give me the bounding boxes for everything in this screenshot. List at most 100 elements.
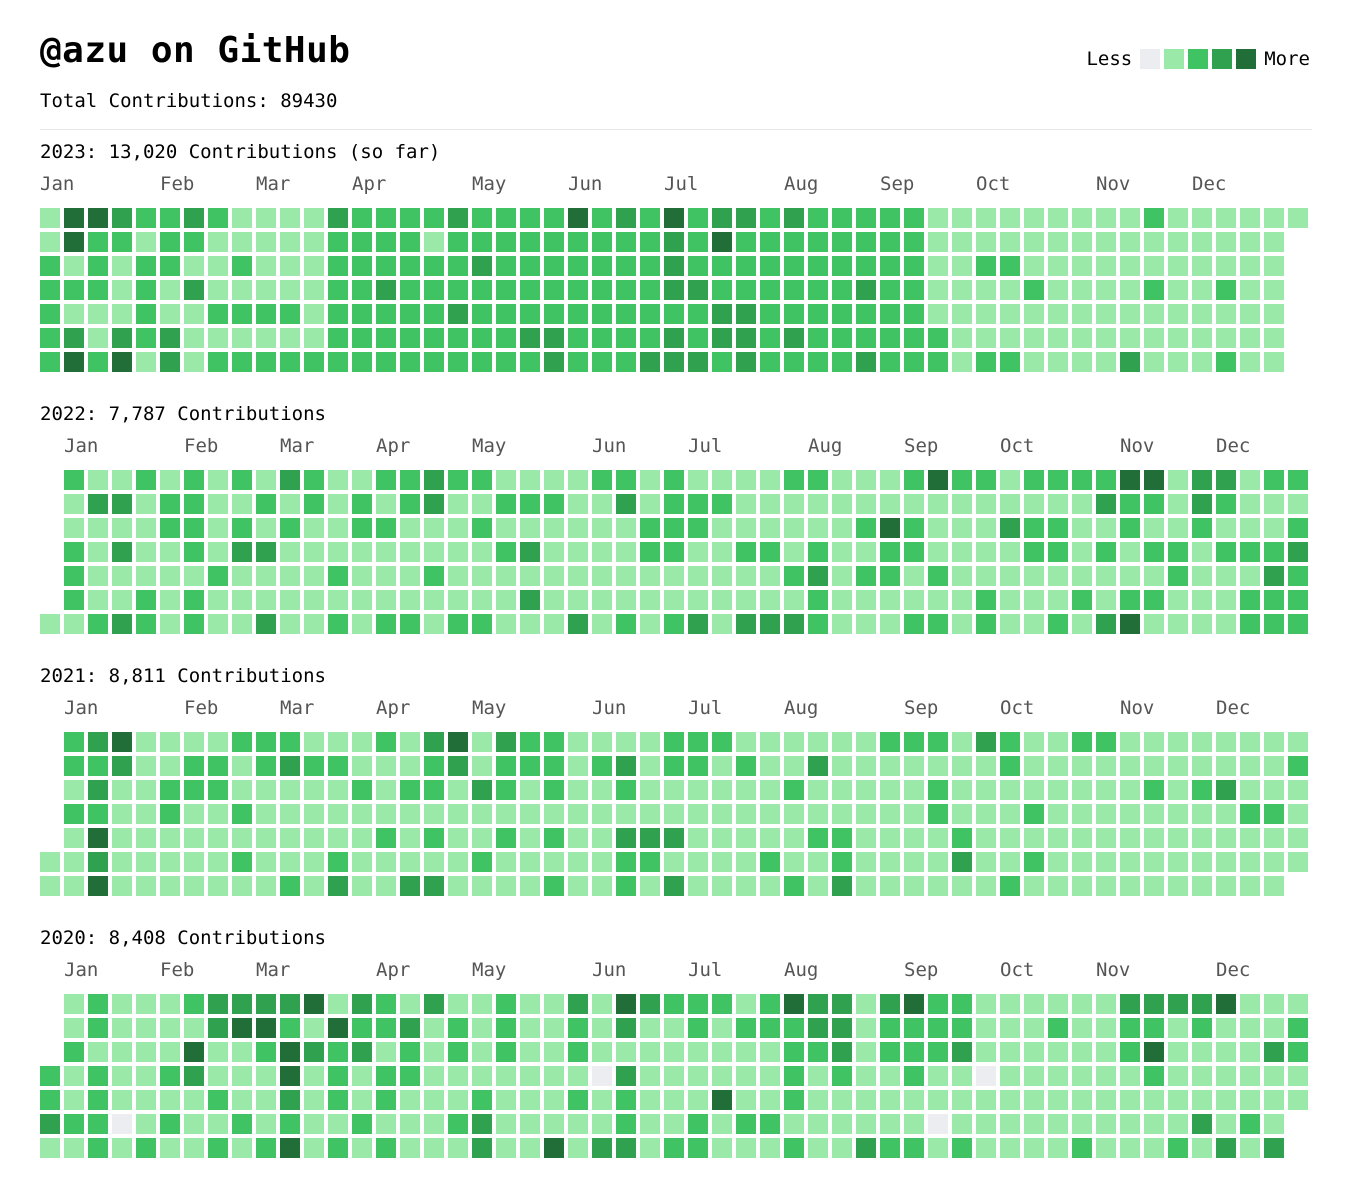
contribution-day[interactable] (712, 1090, 732, 1110)
contribution-day[interactable] (760, 804, 780, 824)
contribution-day[interactable] (400, 352, 420, 372)
contribution-day[interactable] (1024, 256, 1044, 276)
contribution-day[interactable] (808, 756, 828, 776)
contribution-day[interactable] (160, 352, 180, 372)
contribution-day[interactable] (712, 470, 732, 490)
contribution-day[interactable] (1072, 256, 1092, 276)
contribution-day[interactable] (328, 352, 348, 372)
contribution-day[interactable] (928, 780, 948, 800)
contribution-day[interactable] (616, 1042, 636, 1062)
contribution-day[interactable] (832, 852, 852, 872)
contribution-day[interactable] (1048, 280, 1068, 300)
contribution-day[interactable] (712, 614, 732, 634)
contribution-day[interactable] (1000, 470, 1020, 490)
contribution-day[interactable] (760, 232, 780, 252)
contribution-day[interactable] (112, 804, 132, 824)
contribution-day[interactable] (784, 352, 804, 372)
contribution-day[interactable] (1000, 590, 1020, 610)
contribution-day[interactable] (784, 994, 804, 1014)
contribution-day[interactable] (88, 518, 108, 538)
contribution-day[interactable] (712, 232, 732, 252)
contribution-day[interactable] (544, 280, 564, 300)
contribution-day[interactable] (1264, 590, 1284, 610)
contribution-day[interactable] (1168, 232, 1188, 252)
contribution-day[interactable] (232, 328, 252, 348)
contribution-day[interactable] (1288, 756, 1308, 776)
contribution-day[interactable] (1264, 1018, 1284, 1038)
contribution-day[interactable] (1144, 304, 1164, 324)
contribution-day[interactable] (184, 828, 204, 848)
contribution-day[interactable] (1168, 1138, 1188, 1158)
contribution-day[interactable] (400, 328, 420, 348)
contribution-day[interactable] (40, 876, 60, 896)
contribution-day[interactable] (952, 1018, 972, 1038)
contribution-day[interactable] (88, 494, 108, 514)
contribution-day[interactable] (640, 590, 660, 610)
contribution-day[interactable] (760, 876, 780, 896)
contribution-day[interactable] (520, 828, 540, 848)
contribution-day[interactable] (448, 1114, 468, 1134)
contribution-day[interactable] (784, 804, 804, 824)
contribution-day[interactable] (1144, 732, 1164, 752)
contribution-day[interactable] (328, 1114, 348, 1134)
contribution-day[interactable] (232, 1042, 252, 1062)
contribution-day[interactable] (424, 1066, 444, 1086)
contribution-day[interactable] (1120, 470, 1140, 490)
contribution-day[interactable] (1048, 566, 1068, 586)
contribution-day[interactable] (712, 518, 732, 538)
contribution-day[interactable] (352, 208, 372, 228)
contribution-day[interactable] (520, 1138, 540, 1158)
contribution-day[interactable] (208, 328, 228, 348)
contribution-day[interactable] (208, 494, 228, 514)
contribution-day[interactable] (568, 1090, 588, 1110)
contribution-day[interactable] (280, 1114, 300, 1134)
contribution-day[interactable] (928, 352, 948, 372)
contribution-day[interactable] (1000, 232, 1020, 252)
contribution-day[interactable] (544, 518, 564, 538)
contribution-day[interactable] (760, 352, 780, 372)
contribution-day[interactable] (1120, 518, 1140, 538)
contribution-day[interactable] (568, 518, 588, 538)
contribution-day[interactable] (952, 1042, 972, 1062)
contribution-day[interactable] (928, 1018, 948, 1038)
contribution-day[interactable] (736, 256, 756, 276)
contribution-day[interactable] (736, 304, 756, 324)
contribution-day[interactable] (304, 232, 324, 252)
contribution-day[interactable] (520, 352, 540, 372)
contribution-day[interactable] (472, 494, 492, 514)
contribution-day[interactable] (136, 828, 156, 848)
contribution-day[interactable] (736, 1090, 756, 1110)
contribution-day[interactable] (760, 1066, 780, 1086)
contribution-day[interactable] (1120, 780, 1140, 800)
contribution-day[interactable] (448, 1138, 468, 1158)
contribution-day[interactable] (784, 518, 804, 538)
contribution-day[interactable] (928, 304, 948, 324)
contribution-day[interactable] (1168, 280, 1188, 300)
contribution-day[interactable] (256, 1042, 276, 1062)
contribution-day[interactable] (568, 828, 588, 848)
contribution-day[interactable] (136, 352, 156, 372)
contribution-day[interactable] (808, 780, 828, 800)
contribution-day[interactable] (1216, 756, 1236, 776)
contribution-day[interactable] (616, 1066, 636, 1086)
contribution-day[interactable] (592, 304, 612, 324)
contribution-day[interactable] (88, 208, 108, 228)
contribution-day[interactable] (688, 518, 708, 538)
contribution-day[interactable] (1240, 1138, 1260, 1158)
contribution-day[interactable] (448, 852, 468, 872)
contribution-day[interactable] (88, 852, 108, 872)
contribution-day[interactable] (88, 756, 108, 776)
contribution-day[interactable] (232, 614, 252, 634)
contribution-day[interactable] (952, 1090, 972, 1110)
contribution-day[interactable] (232, 732, 252, 752)
contribution-day[interactable] (376, 494, 396, 514)
contribution-day[interactable] (856, 1114, 876, 1134)
contribution-day[interactable] (208, 232, 228, 252)
contribution-day[interactable] (400, 470, 420, 490)
contribution-day[interactable] (88, 352, 108, 372)
contribution-day[interactable] (856, 876, 876, 896)
contribution-day[interactable] (1192, 352, 1212, 372)
contribution-day[interactable] (736, 518, 756, 538)
contribution-day[interactable] (208, 470, 228, 490)
contribution-day[interactable] (760, 304, 780, 324)
